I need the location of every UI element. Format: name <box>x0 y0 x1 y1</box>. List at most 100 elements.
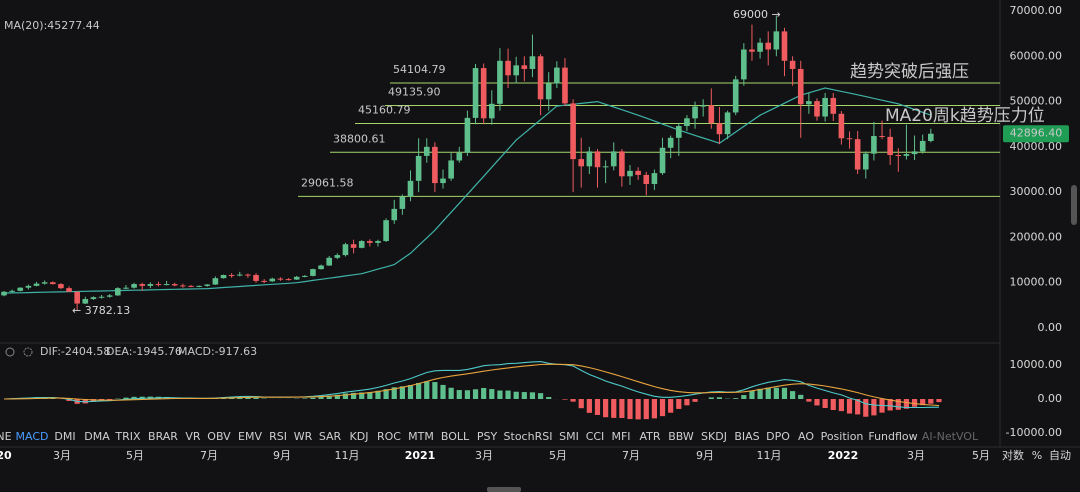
macd-bar <box>627 399 633 420</box>
macd-bar <box>749 390 755 399</box>
candle-body <box>627 170 633 177</box>
indicator-tab[interactable]: SMI <box>559 430 579 443</box>
macd-bar <box>123 397 129 399</box>
macd-bar <box>838 399 844 412</box>
indicator-tab[interactable]: SAR <box>319 430 342 443</box>
dea-label: DEA:-1945.76 <box>106 345 182 358</box>
indicator-tab[interactable]: MACD <box>16 430 49 443</box>
macd-bar <box>855 399 861 415</box>
candle-body <box>619 151 625 177</box>
candle-body <box>781 31 788 61</box>
indicator-tab[interactable]: MFI <box>611 430 630 443</box>
candle-body <box>757 42 763 52</box>
macd-bar <box>765 387 771 399</box>
annotation: 趋势突破后强压 <box>850 62 969 82</box>
indicator-tab[interactable]: DMI <box>54 430 75 443</box>
candle-body <box>367 241 373 243</box>
eye-icon[interactable] <box>5 347 15 357</box>
candle-body <box>448 160 454 179</box>
indicator-tab[interactable]: BIAS <box>734 430 759 443</box>
indicator-tab[interactable]: DMA <box>84 430 110 443</box>
candle-body <box>854 139 861 170</box>
indicator-tab[interactable]: ATR <box>639 430 660 443</box>
indicator-tab[interactable]: TRIX <box>114 430 141 443</box>
indicator-tab[interactable]: StochRSI <box>504 430 553 443</box>
candle-body <box>253 275 259 281</box>
candle-body <box>163 284 170 286</box>
indicator-tab[interactable]: AI-NetVOL <box>922 430 979 443</box>
candle-body <box>797 68 804 105</box>
candle-body <box>521 65 528 69</box>
candle-body <box>554 67 560 84</box>
indicator-tab[interactable]: VR <box>185 430 201 443</box>
macd-bar <box>895 399 901 410</box>
indicator-tab[interactable]: AO <box>798 430 814 443</box>
indicator-tab[interactable]: BBW <box>668 430 694 443</box>
ma-label: MA(20):45277.44 <box>4 19 100 32</box>
candle-body <box>708 105 715 124</box>
indicator-tab[interactable]: RSI <box>269 430 287 443</box>
candle-body <box>887 136 893 156</box>
indicator-tab[interactable]: Fundflow <box>868 430 917 443</box>
candle-body <box>846 138 853 140</box>
indicator-tab[interactable]: BRAR <box>148 430 178 443</box>
macd-bar <box>521 392 527 399</box>
macd-bar <box>107 399 113 400</box>
indicator-tab[interactable]: KDJ <box>350 430 369 443</box>
candle-body <box>562 67 568 104</box>
indicator-tab[interactable]: DPO <box>766 430 790 443</box>
macd-bar <box>733 398 739 399</box>
candle-body <box>903 154 910 156</box>
indicator-tab[interactable]: EMV <box>238 430 262 443</box>
macd-bar <box>586 399 592 413</box>
candle-body <box>732 79 739 113</box>
scrollbar[interactable] <box>1071 185 1077 225</box>
macd-bar <box>570 399 576 402</box>
indicator-tab[interactable]: NE <box>0 430 12 443</box>
macd-bar <box>383 389 389 399</box>
candle-body <box>293 276 300 280</box>
macd-bar <box>131 396 137 399</box>
indicator-tab[interactable]: ROC <box>377 430 401 443</box>
axis-control[interactable]: 自动 <box>1049 449 1071 462</box>
axis-control[interactable]: % <box>1032 449 1042 462</box>
candle-body <box>643 174 650 184</box>
last-price-label: 42896.40 <box>1010 127 1063 140</box>
indicator-tab[interactable]: Position <box>821 430 864 443</box>
candle-body <box>862 153 869 170</box>
candle-body <box>180 285 186 287</box>
candle-body <box>90 297 97 300</box>
scrollbar[interactable] <box>487 487 521 492</box>
indicator-tab[interactable]: CCI <box>586 430 605 443</box>
macd-bar <box>310 397 316 399</box>
macd-bar <box>359 392 365 399</box>
candle-body <box>139 284 146 286</box>
candle-body <box>318 265 324 270</box>
macd-bar <box>741 395 747 399</box>
candle-body <box>895 155 902 157</box>
settings-icon[interactable] <box>23 347 33 357</box>
y-tick-label: 40000.00 <box>1010 140 1063 153</box>
candle-body <box>684 118 690 127</box>
high-label: 69000 → <box>733 8 781 21</box>
axis-control[interactable]: 对数 <box>1002 448 1024 462</box>
candle-body <box>155 284 162 286</box>
candle-body <box>570 103 576 160</box>
indicator-tab[interactable]: MTM <box>408 430 434 443</box>
candle-body <box>879 135 885 137</box>
macd-label: MACD:-917.63 <box>178 345 257 358</box>
candle-body <box>814 101 820 117</box>
x-tick-label: 3月 <box>475 449 493 462</box>
indicator-tab[interactable]: BOLL <box>441 430 470 443</box>
dif-label: DIF:-2404.58 <box>40 345 110 358</box>
indicator-tab[interactable]: SKDJ <box>701 430 727 443</box>
indicator-tab[interactable]: PSY <box>477 430 498 443</box>
indicator-tab[interactable]: WR <box>294 430 313 443</box>
dea-line <box>3 363 940 407</box>
macd-bar <box>432 382 438 399</box>
x-tick-label: 11月 <box>757 449 782 462</box>
indicator-tab[interactable]: OBV <box>207 430 231 443</box>
macd-bar <box>66 399 72 401</box>
level-label: 45160.79 <box>358 103 411 116</box>
